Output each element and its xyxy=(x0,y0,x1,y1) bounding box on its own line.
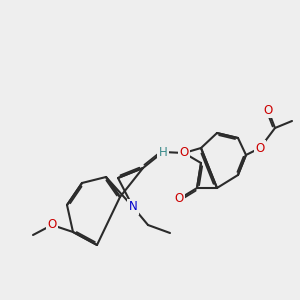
Text: O: O xyxy=(179,146,189,160)
Text: O: O xyxy=(174,193,184,206)
Text: O: O xyxy=(255,142,265,154)
Text: N: N xyxy=(129,200,137,214)
Text: O: O xyxy=(263,103,273,116)
Text: O: O xyxy=(47,218,57,232)
Text: H: H xyxy=(159,146,167,158)
